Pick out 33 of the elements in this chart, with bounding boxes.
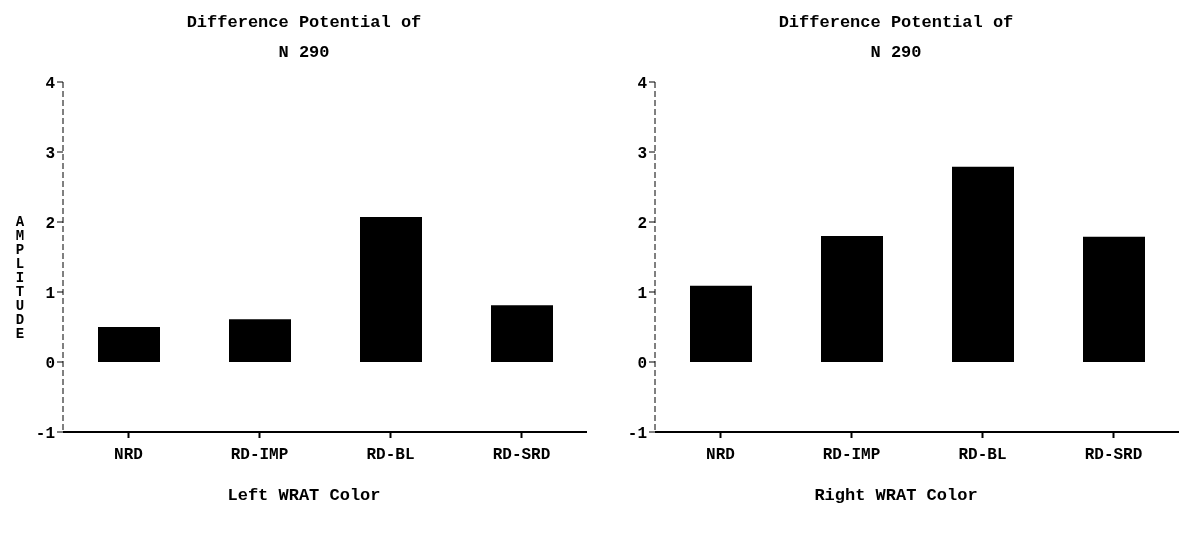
y-tick-label: 3 <box>637 144 647 163</box>
y-tick-label: 3 <box>45 144 55 163</box>
bar <box>98 327 160 362</box>
y-tick-label: 1 <box>637 284 647 303</box>
chart-title: Difference Potential of N 290 <box>186 12 422 64</box>
y-tick-label: 4 <box>45 74 56 93</box>
bar <box>1083 236 1145 362</box>
x-tick-label: NRD <box>706 446 735 465</box>
x-tick-label: RD-IMP <box>822 446 881 465</box>
chart-title: Difference Potential of N 290 <box>778 12 1014 64</box>
y-tick-label: 2 <box>45 214 55 233</box>
x-axis-title: Right WRAT Color <box>814 486 978 505</box>
bar <box>690 285 752 362</box>
x-tick-label: RD-SRD <box>492 446 551 465</box>
y-tick-label: 2 <box>637 214 647 233</box>
y-tick-label: 4 <box>637 74 648 93</box>
y-tick-label: 1 <box>45 284 55 303</box>
x-tick-label: NRD <box>114 446 143 465</box>
y-tick-label: -1 <box>627 424 647 443</box>
bar <box>821 236 883 362</box>
x-tick-label: RD-BL <box>366 446 415 465</box>
y-axis-title: AMPLITUDE <box>12 214 28 340</box>
y-tick-label: -1 <box>35 424 55 443</box>
x-tick-label: RD-IMP <box>230 446 289 465</box>
bar <box>360 217 422 362</box>
x-axis-title: Left WRAT Color <box>227 486 381 505</box>
bar <box>952 166 1014 362</box>
bar <box>229 319 291 362</box>
x-tick-label: RD-BL <box>958 446 1007 465</box>
y-tick-label: 0 <box>637 354 647 373</box>
y-tick-label: 0 <box>45 354 55 373</box>
x-tick-label: RD-SRD <box>1084 446 1143 465</box>
bar <box>491 305 553 362</box>
